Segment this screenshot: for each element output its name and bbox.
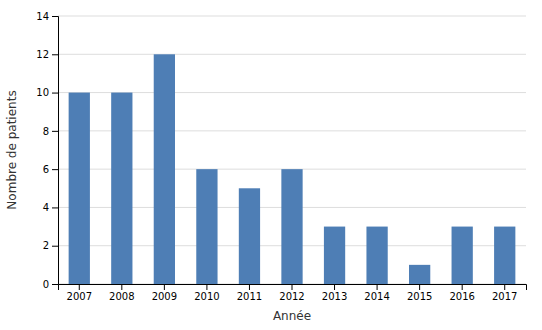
x-tick-mark — [462, 284, 463, 290]
y-tick-mark — [52, 131, 58, 132]
x-tick-label: 2012 — [279, 291, 304, 302]
y-tick: 6 — [43, 164, 58, 175]
x-tick-label: 2011 — [237, 291, 262, 302]
x-axis-title: Année — [273, 309, 311, 323]
x-tick-mark — [164, 284, 165, 290]
y-tick: 4 — [43, 202, 58, 213]
y-tick-label: 0 — [43, 279, 49, 290]
plot-area: 2007200820092010201120122013201420152016… — [36, 11, 526, 302]
grid — [58, 16, 526, 284]
x-tick: 2015 — [407, 284, 432, 302]
y-tick-label: 14 — [36, 11, 49, 22]
grid-line — [58, 54, 526, 55]
bar — [154, 54, 175, 284]
x-tick-label: 2016 — [449, 291, 474, 302]
y-tick-mark — [52, 207, 58, 208]
x-tick-label: 2017 — [492, 291, 517, 302]
x-tick: 2011 — [237, 284, 262, 302]
y-axis-line — [52, 17, 59, 285]
x-tick: 2016 — [449, 284, 474, 302]
chart-svg: 2007200820092010201120122013201420152016… — [0, 0, 542, 330]
x-tick: 2008 — [109, 284, 134, 302]
x-tick-label: 2008 — [109, 291, 134, 302]
x-tick-label: 2007 — [67, 291, 92, 302]
y-tick-label: 8 — [43, 126, 49, 137]
y-tick-label: 2 — [43, 240, 49, 251]
x-tick-label: 2014 — [364, 291, 389, 302]
y-tick-mark — [52, 16, 58, 17]
bar — [324, 227, 345, 284]
y-tick-label: 4 — [43, 202, 49, 213]
bar — [366, 227, 387, 284]
y-tick-mark — [52, 246, 58, 247]
y-tick: 8 — [43, 126, 58, 137]
bar — [409, 265, 430, 284]
x-axis: 2007 2008 2009 2010 2011 2012 2013 2014 2015 2016… — [59, 284, 527, 302]
y-tick-mark — [52, 54, 58, 55]
bar — [196, 169, 217, 284]
x-tick-label: 2010 — [194, 291, 219, 302]
x-tick: 2014 — [364, 284, 389, 302]
y-tick: 12 — [36, 49, 58, 60]
x-tick: 2013 — [322, 284, 347, 302]
y-tick-mark — [52, 93, 58, 94]
y-tick-label: 12 — [36, 49, 49, 60]
x-tick-mark — [419, 284, 420, 290]
x-tick-mark — [377, 284, 378, 290]
bar — [239, 188, 260, 284]
x-tick: 2007 — [67, 284, 92, 302]
x-tick-label: 2009 — [152, 291, 177, 302]
x-tick-mark — [334, 284, 335, 290]
x-tick-mark — [121, 284, 122, 290]
x-tick: 2012 — [279, 284, 304, 302]
x-tick: 2010 — [194, 284, 219, 302]
x-tick: 2017 — [492, 284, 517, 302]
y-tick: 10 — [36, 87, 58, 98]
x-tick-label: 2013 — [322, 291, 347, 302]
bar — [452, 227, 473, 284]
y-tick-label: 10 — [36, 87, 49, 98]
y-tick: 0 — [43, 279, 58, 290]
x-axis-line — [59, 285, 527, 291]
x-tick-mark — [249, 284, 250, 290]
bar — [281, 169, 302, 284]
x-tick-mark — [79, 284, 80, 290]
y-tick-label: 6 — [43, 164, 49, 175]
bars — [69, 54, 516, 284]
y-tick-mark — [52, 169, 58, 170]
y-tick: 14 — [36, 11, 58, 22]
y-axis-title: Nombre de patients — [5, 90, 19, 209]
y-axis: 0 2 4 6 8 10 12 14 — [36, 11, 58, 290]
x-tick-mark — [504, 284, 505, 290]
grid-line — [58, 16, 526, 17]
y-tick: 2 — [43, 240, 58, 251]
y-tick-mark — [52, 284, 58, 285]
x-tick-label: 2015 — [407, 291, 432, 302]
bar — [69, 93, 90, 284]
bar — [494, 227, 515, 284]
bar — [111, 93, 132, 284]
x-tick: 2009 — [152, 284, 177, 302]
x-tick-mark — [292, 284, 293, 290]
x-tick-mark — [206, 284, 207, 290]
chart-container: 2007200820092010201120122013201420152016… — [0, 0, 542, 330]
